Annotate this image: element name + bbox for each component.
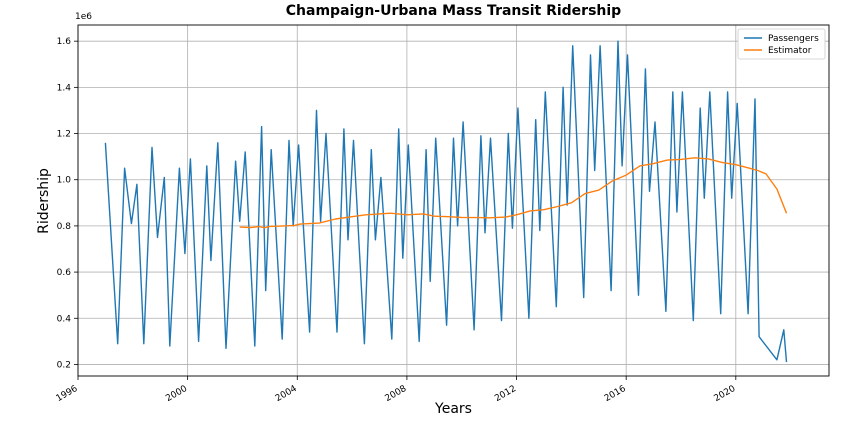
x-tick-label: 2020 <box>712 384 737 404</box>
y-tick-label: 1.0 <box>57 176 72 186</box>
y-axis-offset-label: 1e6 <box>75 12 92 22</box>
series-line-passengers <box>104 40 788 363</box>
y-tick-label: 0.4 <box>57 314 72 324</box>
series-layer <box>104 40 788 363</box>
y-tick-label: 0.2 <box>57 360 71 370</box>
y-tick-label: 1.6 <box>57 37 72 47</box>
legend-label-estimator: Estimator <box>768 46 812 56</box>
x-tick-label: 2008 <box>384 384 409 404</box>
x-tick-label: 1996 <box>55 384 80 404</box>
axes: 0.2 0.4 0.6 0.8 1.0 1.2 1.4 1.6 1996 2000 2004 2008… <box>55 24 830 404</box>
y-tick-label: 0.8 <box>57 222 72 232</box>
x-tick-label: 2000 <box>164 384 189 404</box>
y-tick-label: 1.4 <box>57 83 72 93</box>
legend-box <box>737 28 826 60</box>
x-tick-label: 2012 <box>493 384 518 404</box>
legend-label-passengers: Passengers <box>768 34 819 44</box>
grid-lines <box>77 25 829 376</box>
plot-frame <box>77 24 830 377</box>
series-line-estimator <box>239 157 788 229</box>
x-axis-label: Years <box>435 401 472 417</box>
x-tick-label: 2004 <box>274 384 299 404</box>
chart-title: Champaign-Urbana Mass Transit Ridership <box>285 3 622 19</box>
y-tick-label: 1.2 <box>57 130 71 140</box>
legend: Passengers Estimator <box>737 28 826 60</box>
y-tick-label: 0.6 <box>57 268 72 278</box>
x-tick-label: 2016 <box>603 384 628 404</box>
